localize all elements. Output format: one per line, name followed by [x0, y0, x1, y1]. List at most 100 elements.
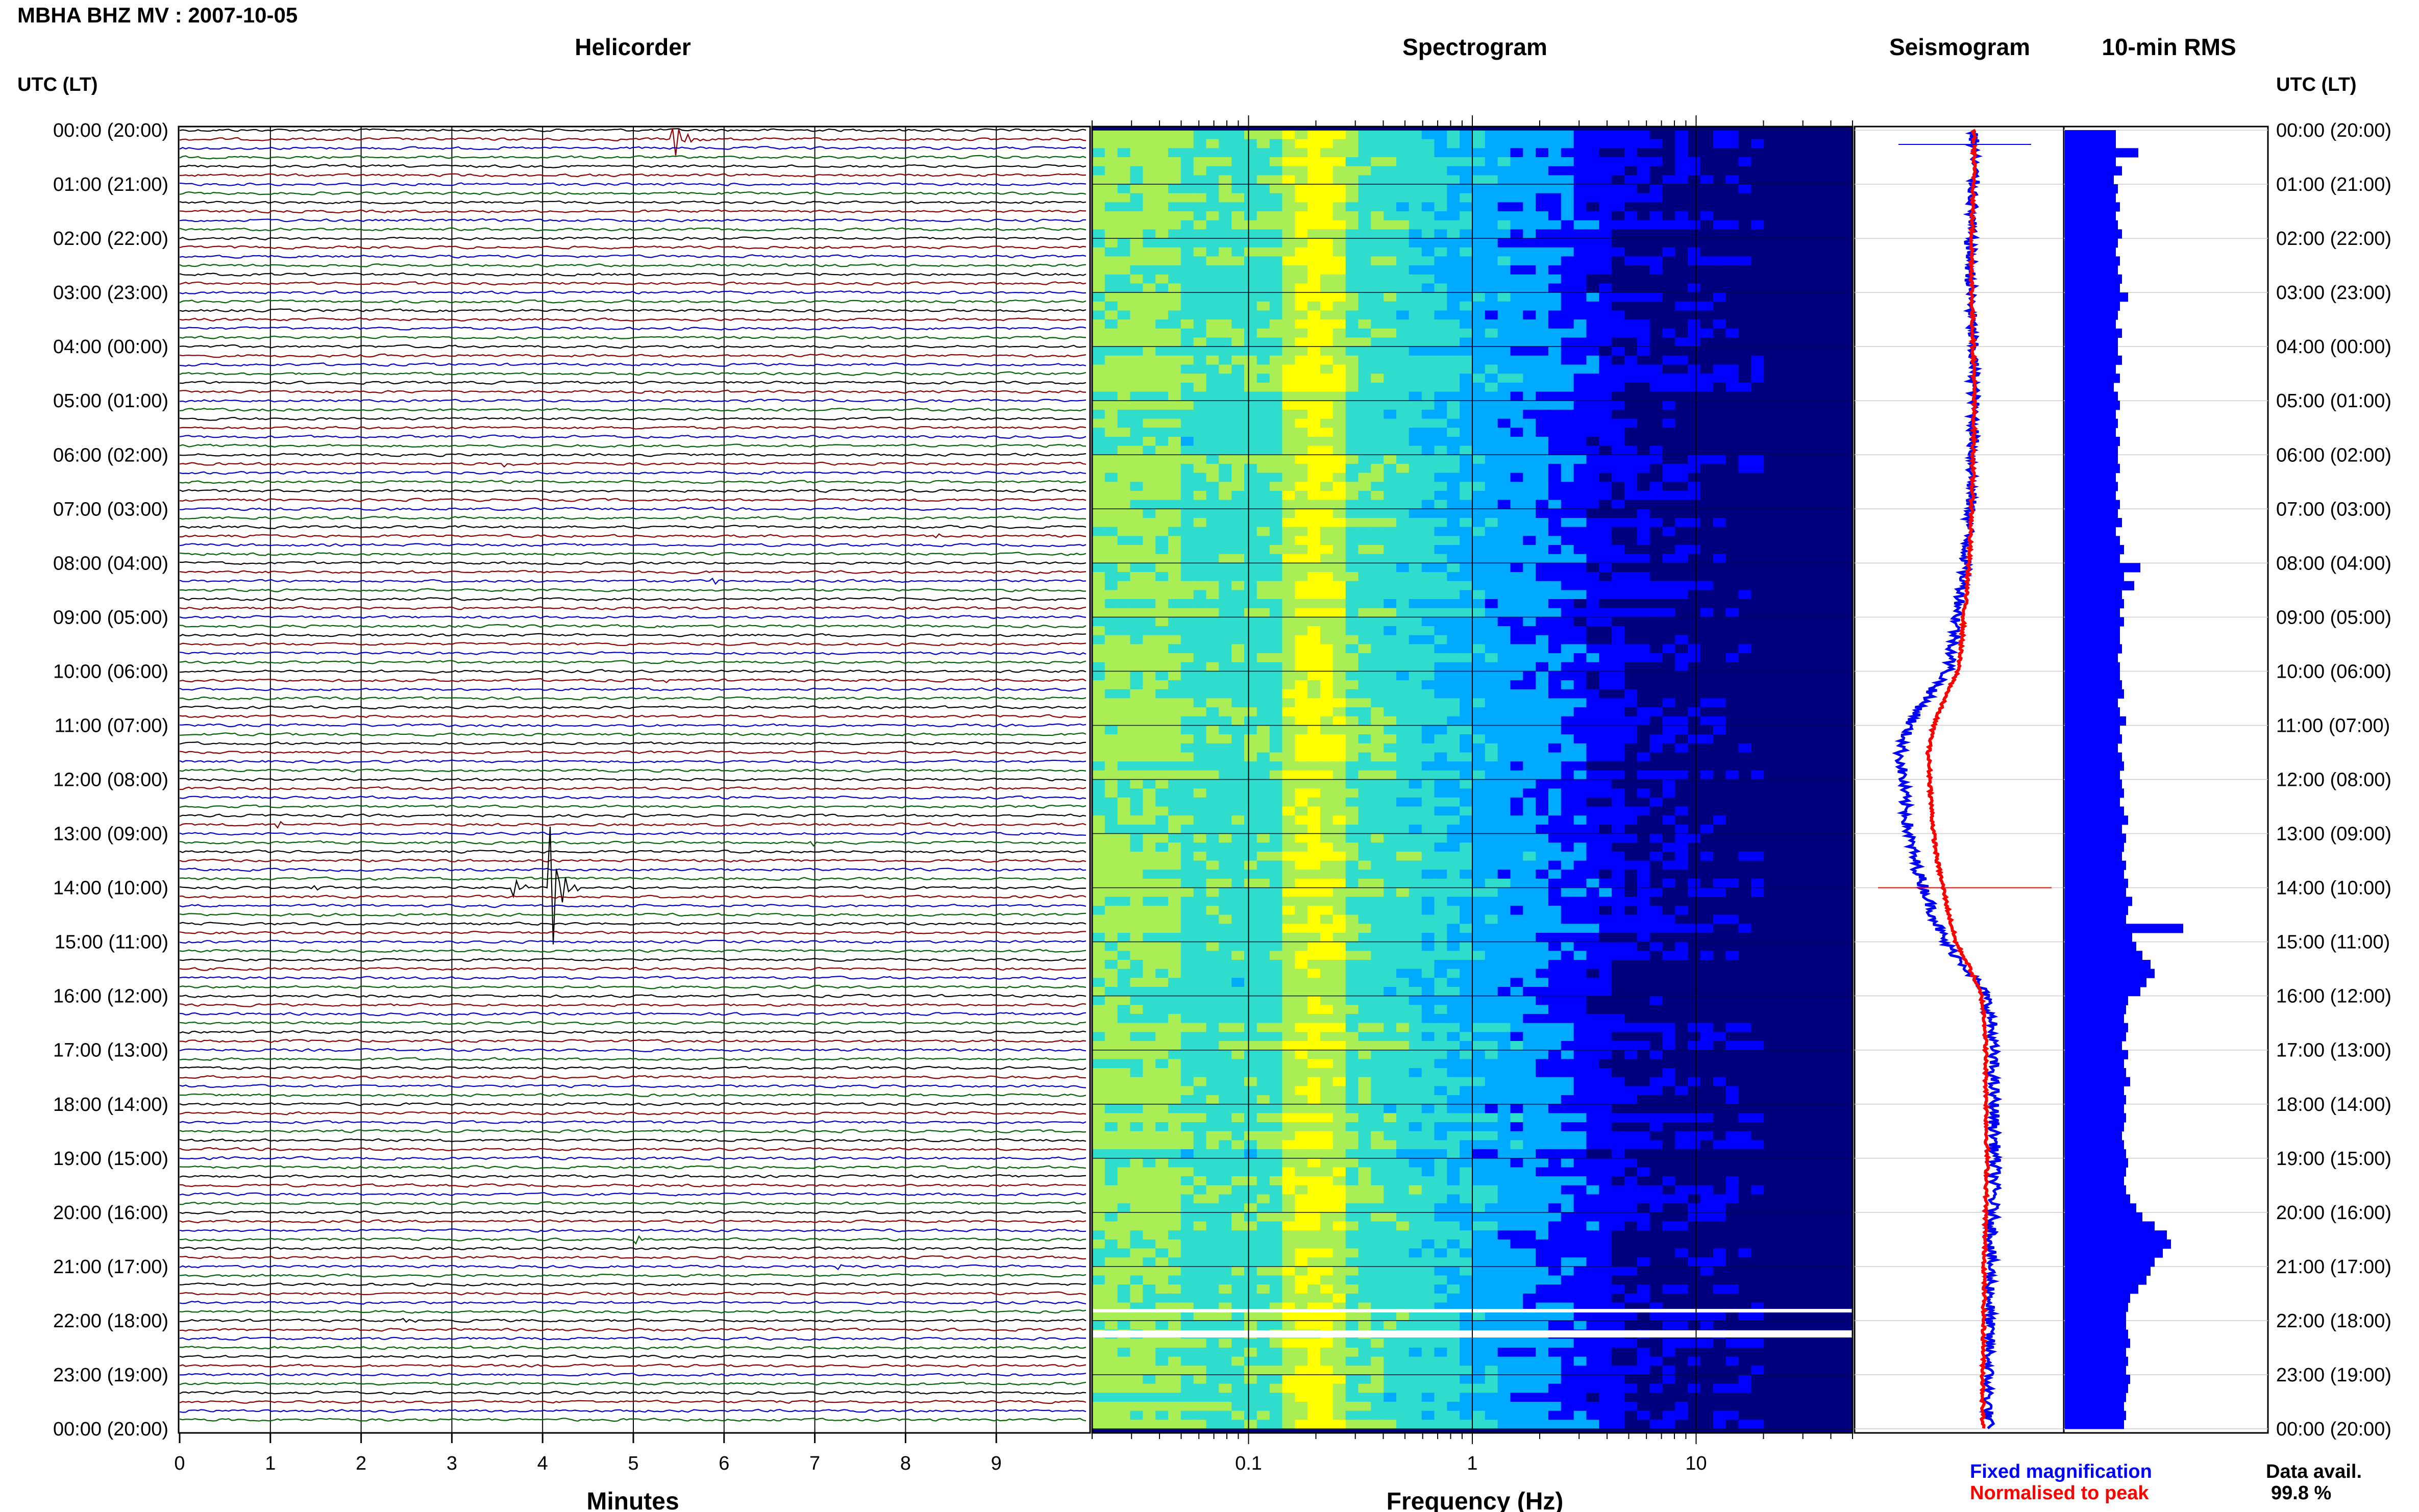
spectrogram-cell: [1637, 644, 1650, 654]
helicorder-trace-line: [179, 218, 1087, 222]
spectrogram-cell: [1472, 445, 1486, 456]
spectrogram-cell: [1624, 797, 1638, 807]
spectrogram-cell: [1573, 157, 1587, 167]
left-time-tick-labels: 00:00 (20:00)01:00 (21:00)02:00 (22:00)0…: [53, 120, 168, 1440]
spectrogram-cell: [1738, 409, 1752, 419]
spectrogram-cell: [1460, 608, 1473, 618]
spectrogram-cell: [1713, 581, 1726, 591]
spectrogram-cell: [1624, 310, 1638, 320]
spectrogram-cell: [1764, 436, 1777, 447]
spectrogram-cell: [1700, 554, 1714, 564]
spectrogram-cell: [1586, 247, 1600, 257]
spectrogram-cell: [1460, 770, 1473, 780]
spectrogram-cell: [1827, 455, 1840, 464]
spectrogram-cell: [1649, 527, 1663, 537]
spectrogram-cell: [1662, 211, 1676, 221]
spectrogram-cell: [1764, 382, 1777, 392]
spectrogram-cell: [1827, 418, 1840, 429]
spectrogram-cell: [1332, 572, 1346, 582]
spectrogram-cell: [1371, 752, 1384, 762]
spectrogram-cell: [1104, 166, 1118, 176]
spectrogram-cell: [1561, 680, 1574, 690]
spectrogram-cell: [1827, 509, 1840, 518]
spectrogram-cell: [1460, 572, 1473, 582]
spectrogram-cell: [1776, 238, 1790, 248]
spectrogram-cell: [1320, 761, 1334, 771]
spectrogram-cell: [1700, 202, 1714, 212]
spectrogram-cell: [1371, 617, 1384, 627]
spectrogram-cell: [1447, 175, 1460, 185]
spectrogram-cell: [1523, 418, 1536, 429]
spectrogram-cell: [1725, 166, 1739, 176]
spectrogram-cell: [1840, 473, 1853, 483]
spectrogram-cell: [1573, 716, 1587, 726]
spectrogram-cell: [1751, 148, 1764, 158]
spectrogram-cell: [1586, 680, 1600, 690]
spectrogram-cell: [1307, 283, 1321, 293]
spectrogram-cell: [1586, 184, 1600, 194]
spectrogram-cell: [1776, 418, 1790, 429]
spectrogram-cell: [1155, 716, 1169, 726]
spectrogram-cell: [1231, 256, 1245, 266]
spectrogram-cell: [1409, 599, 1422, 609]
spectrogram-cell: [1776, 509, 1790, 518]
spectrogram-cell: [1827, 337, 1840, 347]
spectrogram-cell: [1776, 770, 1790, 780]
spectrogram-cell: [1219, 490, 1232, 501]
spectrogram-cell: [1713, 463, 1726, 474]
spectrogram-cell: [1269, 157, 1283, 167]
spectrogram-cell: [1612, 482, 1625, 491]
spectrogram-cell: [1637, 337, 1650, 347]
spectrogram-cell: [1269, 175, 1283, 185]
spectrogram-cell: [1371, 473, 1384, 483]
right-time-tick-label: 20:00 (16:00): [2276, 1202, 2391, 1224]
helicorder-trace-line: [179, 777, 1087, 782]
spectrogram-cell: [1713, 184, 1726, 194]
spectrogram-cell: [1434, 797, 1448, 807]
spectrogram-cell: [1536, 680, 1549, 690]
spectrogram-cell: [1776, 635, 1790, 645]
spectrogram-cell: [1510, 374, 1524, 383]
spectrogram-cell: [1637, 527, 1650, 537]
spectrogram-cell: [1599, 599, 1612, 609]
spectrogram-cell: [1662, 662, 1676, 672]
spectrogram-cell: [1282, 770, 1296, 780]
spectrogram-cell: [1725, 797, 1739, 807]
spectrogram-cell: [1409, 238, 1422, 248]
spectrogram-cell: [1256, 355, 1270, 365]
spectrogram-cell: [1396, 184, 1410, 194]
spectrogram-cell: [1801, 725, 1815, 735]
spectrogram-cell: [1117, 725, 1131, 735]
spectrogram-cell: [1320, 608, 1334, 618]
spectrogram-cell: [1738, 824, 1752, 834]
spectrogram-cell: [1345, 626, 1359, 636]
spectrogram-cell: [1332, 445, 1346, 456]
spectrogram-cell: [1472, 680, 1486, 690]
spectrogram-cell: [1130, 842, 1144, 852]
helicorder-trace-line: [179, 542, 1087, 548]
spectrogram-cell: [1523, 734, 1536, 744]
spectrogram-cell: [1814, 662, 1828, 672]
spectrogram-cell: [1662, 202, 1676, 212]
spectrogram-cell: [1523, 626, 1536, 636]
spectrogram-cell: [1827, 157, 1840, 167]
spectrogram-cell: [1269, 319, 1283, 329]
spectrogram-cell: [1814, 337, 1828, 347]
spectrogram-cell: [1320, 806, 1334, 816]
spectrogram-cell: [1104, 752, 1118, 762]
helicorder-trace-line: [179, 488, 1087, 493]
spectrogram-cell: [1688, 346, 1701, 356]
spectrogram-cell: [1256, 824, 1270, 834]
spectrogram-cell: [1472, 211, 1486, 221]
spectrogram-cell: [1168, 698, 1181, 708]
spectrogram-cell: [1092, 482, 1105, 491]
spectrogram-cell: [1688, 653, 1701, 663]
spectrogram-cell: [1104, 662, 1118, 672]
spectrogram-cell: [1409, 806, 1422, 816]
spectrogram-cell: [1282, 644, 1296, 654]
spectrogram-cell: [1320, 490, 1334, 501]
spectrogram-cell: [1168, 806, 1181, 816]
spectrogram-cell: [1206, 644, 1220, 654]
spectrogram-cell: [1295, 842, 1308, 852]
spectrogram-cell: [1307, 563, 1321, 573]
